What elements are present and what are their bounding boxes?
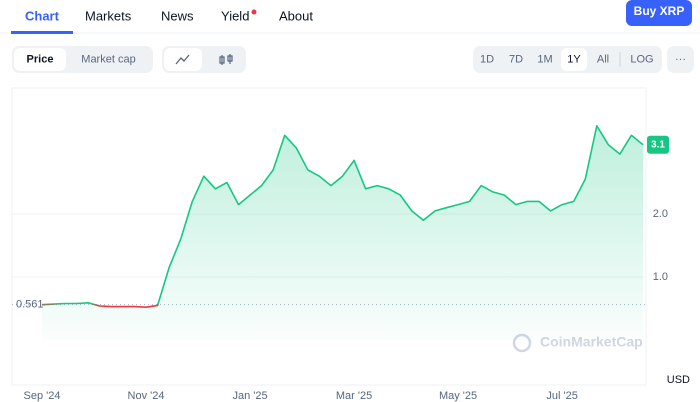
metric-option[interactable]: Price xyxy=(27,53,54,65)
metric-option[interactable]: Market cap xyxy=(81,53,135,65)
range-option[interactable]: 1D xyxy=(480,53,494,65)
range-selected xyxy=(561,48,587,71)
range-option[interactable]: 7D xyxy=(509,53,523,65)
reference-label: 0.561 xyxy=(16,299,44,311)
nav-tab[interactable]: Chart xyxy=(25,8,60,23)
x-tick-label: Jul '25 xyxy=(546,390,577,402)
x-tick-label: Sep '24 xyxy=(24,390,61,402)
price-line xyxy=(41,125,644,308)
x-tick-label: Mar '25 xyxy=(336,390,372,402)
more-button-label[interactable]: ··· xyxy=(675,53,686,65)
candle-icon[interactable] xyxy=(219,54,233,65)
range-option[interactable]: 1M xyxy=(537,53,552,65)
nav-tab-underline xyxy=(11,31,73,34)
x-tick-label: Nov '24 xyxy=(128,390,165,402)
metric-selected xyxy=(14,48,66,71)
buy-button-label[interactable]: Buy XRP xyxy=(634,4,685,18)
range-option[interactable]: 1Y xyxy=(567,53,581,65)
last-price-label: 3.1 xyxy=(651,139,665,150)
x-tick-label: Jan '25 xyxy=(232,390,267,402)
more-button[interactable] xyxy=(667,46,694,73)
price-area xyxy=(42,125,643,340)
buy-button[interactable] xyxy=(626,0,692,26)
nav-tab[interactable]: News xyxy=(161,8,194,23)
chart-frame xyxy=(11,87,647,386)
range-option[interactable]: All xyxy=(597,53,609,65)
new-dot xyxy=(251,9,257,15)
nav-tab[interactable]: Markets xyxy=(85,8,132,23)
nav-tab[interactable]: Yield xyxy=(221,8,249,23)
line-icon[interactable] xyxy=(175,54,190,65)
nav-tab[interactable]: About xyxy=(279,8,313,23)
y-tick-label: 1.0 xyxy=(653,271,668,283)
y-axis-unit: USD xyxy=(667,374,690,386)
range-option[interactable]: LOG xyxy=(630,53,653,65)
x-tick-label: May '25 xyxy=(439,390,477,402)
last-price-badge xyxy=(647,135,669,154)
y-tick-label: 2.0 xyxy=(653,208,668,220)
